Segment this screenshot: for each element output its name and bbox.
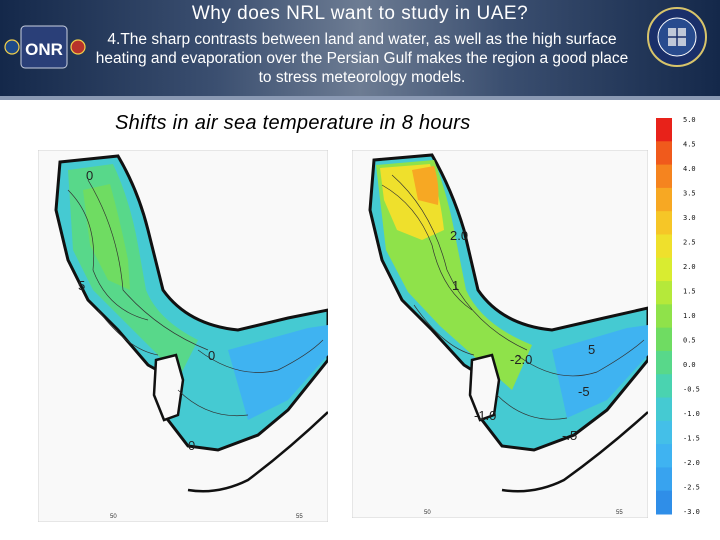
colorbar-swatch — [656, 374, 672, 399]
colorbar-swatch — [656, 234, 672, 259]
contour-label: -.5 — [562, 428, 577, 443]
map-right: 2.0 5 -2.0 -5 -.5 -1.0 1 50 55 — [352, 150, 648, 518]
contour-label: -1.0 — [474, 408, 496, 423]
axis-tick: 50 — [110, 514, 117, 520]
colorbar-tick-label: 4.0 — [683, 165, 696, 173]
contour-label: 5 — [78, 278, 85, 293]
colorbar-tick-label: -2.5 — [683, 484, 700, 492]
colorbar-swatch — [656, 304, 672, 329]
slide-title: Why does NRL want to study in UAE? — [191, 3, 529, 24]
colorbar-swatch — [656, 444, 672, 468]
hot-core — [412, 166, 439, 205]
colorbar-swatch — [656, 164, 672, 189]
colorbar-swatch — [656, 187, 672, 212]
contour-label: 0 — [188, 438, 195, 453]
colorbar-swatch — [656, 281, 672, 305]
figure-caption: Shifts in air sea temperature in 8 hours — [115, 112, 471, 134]
colorbar-swatch — [656, 118, 672, 142]
contour-label: 2.0 — [450, 228, 468, 243]
colorbar-swatch — [656, 490, 672, 515]
colorbar-tick-label: 3.5 — [683, 190, 696, 198]
colorbar-tick-label: 1.0 — [683, 312, 696, 320]
colorbar-tick-label: -0.5 — [683, 386, 700, 394]
contour-label: -5 — [578, 384, 590, 399]
contour-label: -2.0 — [510, 352, 532, 367]
map-left: 0 0 5 0 50 55 — [38, 150, 328, 522]
colorbar-tick-label: 0.5 — [683, 337, 696, 345]
contour-label: 0 — [208, 348, 215, 363]
colorbar-tick-label: 4.5 — [683, 141, 696, 149]
onr-logo: ONR — [4, 25, 86, 69]
colorbar-ticks: 5.0 4.5 4.0 3.5 3.0 2.5 2.0 1.5 1.0 0.5 0.0 -0.5 -1.… — [683, 116, 700, 516]
qatar-land — [152, 353, 185, 422]
coastline-south — [187, 411, 328, 493]
axis-tick: 55 — [616, 510, 623, 516]
colorbar-swatch — [656, 467, 672, 492]
colorbar-tick-label: -1.5 — [683, 435, 700, 443]
colorbar: 5.0 4.5 4.0 3.5 3.0 2.5 2.0 1.5 1.0 0.5 0.0 -0.5 -1.… — [653, 112, 715, 520]
axis-tick: 50 — [424, 510, 431, 516]
coastline-south — [501, 411, 648, 493]
colorbar-swatch — [656, 141, 672, 166]
colorbar-tick-label: -2.0 — [683, 459, 700, 467]
contour-label: 5 — [588, 342, 595, 357]
slide-subtitle: 4.The sharp contrasts between land and w… — [95, 31, 629, 86]
colorbar-swatch — [656, 397, 672, 422]
colorbar-tick-label: 2.5 — [683, 239, 696, 247]
colorbar-tick-label: 2.0 — [683, 263, 696, 271]
colorbar-tick-label: 1.5 — [683, 288, 696, 296]
colorbar-swatch — [656, 327, 672, 352]
colorbar-swatch — [656, 257, 672, 282]
colorbar-tick-label: 3.0 — [683, 214, 696, 222]
warm-core — [83, 184, 130, 290]
cool-zone — [552, 325, 648, 418]
colorbar-tick-label: 0.0 — [683, 361, 696, 369]
colorbar-tick-label: -1.0 — [683, 410, 700, 418]
svg-text:ONR: ONR — [25, 40, 63, 59]
contour-label: 1 — [452, 278, 459, 293]
colorbar-swatch — [656, 420, 672, 445]
contour-label: 0 — [86, 168, 93, 183]
title-banner — [0, 0, 720, 100]
nrl-seal-icon — [647, 7, 707, 67]
colorbar-swatch — [656, 211, 672, 235]
contour-lines — [67, 179, 324, 417]
colorbar-tick-label: 5.0 — [683, 116, 696, 124]
qatar-land — [468, 353, 501, 422]
axis-tick: 55 — [296, 514, 303, 520]
colorbar-swatch — [656, 350, 672, 375]
cool-zone — [228, 325, 328, 420]
colorbar-swatches — [656, 118, 672, 515]
colorbar-tick-label: -3.0 — [683, 508, 700, 516]
contour-lines — [381, 174, 645, 420]
